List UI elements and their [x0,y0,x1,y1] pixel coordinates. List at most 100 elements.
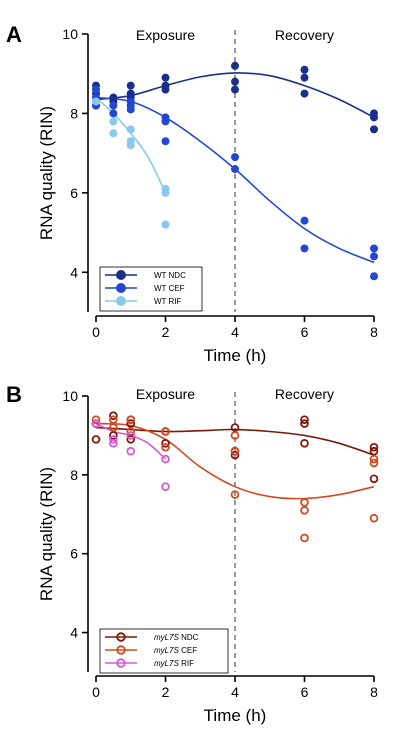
data-point-series-3 [92,97,100,106]
x-tick-label: 2 [162,684,170,700]
x-axis-title: Time (h) [204,706,267,725]
legend-label: WT RIF [154,297,182,306]
y-tick-label: 6 [70,546,78,562]
data-point-series-1 [231,77,239,86]
data-point-series-1 [300,439,309,448]
data-point-series-2 [91,415,101,424]
data-point-series-2 [300,498,309,507]
data-point-series-2 [369,458,379,468]
phase-label-exposure: Exposure [136,386,195,402]
data-point-series-2 [109,109,118,118]
data-point-series-1 [126,81,135,90]
legend-label: myL7S CEF [154,646,197,655]
y-tick-label: 8 [70,105,78,121]
data-point-series-2 [161,137,170,146]
y-tick-label: 6 [70,185,78,201]
data-point-series-2 [230,446,240,456]
y-tick-label: 10 [62,388,78,404]
data-point-series-2 [370,252,378,261]
data-point-series-1 [109,93,118,102]
data-point-series-2 [161,427,170,436]
phase-label-exposure: Exposure [136,27,195,43]
data-point-series-2 [109,415,118,424]
data-point-series-3 [161,188,170,197]
data-point-series-1 [230,423,240,432]
x-tick-label: 4 [231,684,239,700]
legend-label: myL7S NDC [154,633,199,642]
data-point-series-2 [300,244,309,253]
data-point-series-3 [109,435,118,444]
data-point-series-2 [300,506,309,515]
data-point-series-3 [161,454,170,464]
data-point-series-2 [300,533,309,543]
panel-letter: B [6,382,22,407]
legend-marker [116,296,126,306]
phase-label-recovery: Recovery [275,27,334,43]
data-point-series-1 [230,450,240,460]
phase-label-recovery: Recovery [275,386,334,402]
data-point-series-2 [369,454,379,464]
fit-curve-1 [95,426,375,456]
data-point-series-3 [161,220,170,229]
panel-letter: A [6,22,22,47]
legend-label: myL7S RIF [154,659,194,668]
data-point-series-3 [109,439,118,448]
data-point-series-1 [300,89,309,98]
x-tick-label: 2 [162,324,170,340]
data-point-series-1 [231,61,239,70]
panel-b: B 4 6 8 10 RNA quality (RIN) 0 2 4 6 8 Time (h) Expo… [6,382,379,725]
data-point-series-1 [370,125,378,134]
data-point-series-1 [126,419,136,428]
data-point-series-2 [161,113,170,122]
data-point-series-1 [91,435,101,444]
panel-a: A 4 6 8 10 RNA quality (RIN) 0 2 4 6 8 Time (h) Expo… [6,22,378,365]
data-point-series-2 [92,85,100,94]
legend-label: WT NDC [154,271,186,280]
data-point-series-2 [369,513,379,523]
data-point-series-3 [109,129,118,138]
legend-label: WT CEF [154,284,185,293]
data-point-series-3 [91,419,101,428]
data-point-series-2 [231,165,239,174]
data-point-series-1 [109,431,118,440]
data-point-series-1 [161,73,170,82]
data-point-series-1 [370,113,378,122]
y-tick-label: 8 [70,467,78,483]
y-axis-title: RNA quality (RIN) [37,467,56,601]
x-axis-title: Time (h) [204,346,267,365]
data-point-series-2 [126,427,136,436]
data-point-series-1 [109,411,118,421]
legend-marker [116,645,126,655]
data-point-series-3 [109,117,118,126]
x-tick-label: 0 [92,684,100,700]
fit-curve-2 [95,422,375,500]
data-point-series-2 [109,101,118,110]
data-point-series-2 [230,431,240,440]
data-point-series-2 [161,442,170,452]
data-point-series-1 [300,73,309,82]
legend-marker [116,658,126,668]
data-point-series-2 [109,423,118,432]
data-point-series-2 [126,101,135,110]
x-tick-label: 8 [370,684,378,700]
data-point-series-3 [126,431,136,440]
x-tick-label: 6 [301,684,309,700]
legend-marker [116,270,126,280]
data-point-series-2 [370,244,378,253]
data-point-series-1 [300,415,309,424]
data-point-series-2 [230,490,240,499]
data-point-series-1 [161,439,170,448]
data-point-series-2 [300,216,309,225]
y-tick-label: 4 [70,625,78,641]
data-point-series-1 [161,81,170,90]
data-point-series-2 [231,153,239,162]
legend-marker [116,632,126,642]
x-tick-label: 8 [370,324,378,340]
data-point-series-1 [369,474,379,484]
data-point-series-2 [370,272,378,281]
data-point-series-1 [231,85,239,94]
x-tick-label: 4 [231,324,239,340]
y-tick-label: 10 [62,26,78,42]
data-point-series-3 [126,141,135,150]
fit-curve-1 [95,72,375,119]
